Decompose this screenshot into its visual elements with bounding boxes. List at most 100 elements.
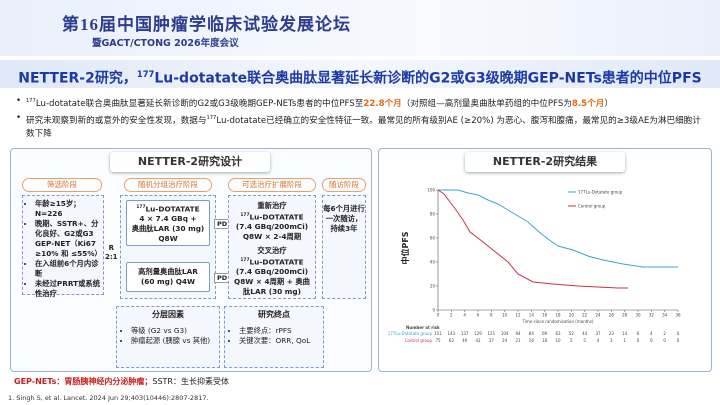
risk-count: 37 — [595, 331, 601, 336]
arm2: 高剂量奥曲肽LAR (60 mg) Q4W — [126, 262, 210, 292]
item: 主要终点：rPFS — [239, 326, 319, 336]
risk-count: 0 — [650, 338, 653, 343]
extension-area — [228, 195, 316, 299]
x-tick-label: 34 — [662, 313, 668, 318]
risk-count: 137 — [461, 331, 469, 336]
line: 奥曲肽LAR (30 mg) — [131, 224, 205, 234]
arm1: 177Lu-DOTATATE 4 × 7.4 GBq + 奥曲肽LAR (30 mg… — [126, 200, 210, 246]
x-tick-label: 20 — [569, 313, 575, 318]
x-tick-label: 6 — [477, 313, 480, 318]
highlight: 22.8个月 — [363, 98, 402, 109]
legend-label: Control group — [578, 203, 606, 208]
risk-count: 4 — [650, 331, 653, 336]
item: 在入组前6个月内诊断 — [35, 259, 101, 279]
y-axis-label: 中位PFS — [400, 231, 410, 264]
text: 研究未观察到新的或意外的安全性发现，数据与 — [26, 115, 207, 126]
risk-group: Control group — [405, 338, 433, 343]
item: 晚期、SSTR+、分化良好、G2或G3 GEP-NET（Ki67 ≥10% 和 … — [35, 219, 102, 259]
x-tick-label: 30 — [635, 313, 641, 318]
risk-count: 52 — [569, 331, 575, 336]
line: (7.4 GBq/200mCi) — [235, 267, 309, 277]
conference-title: 第16届中国肿瘤学临床试验发展论坛 — [62, 15, 351, 34]
y-tick-label: 0 — [432, 307, 435, 312]
abbreviations: GEP-NETs：胃肠胰神经内分泌肿瘤；SSTR：生长抑素受体 — [14, 376, 229, 387]
highlight: 8.5个月 — [571, 98, 605, 109]
followup-box: 每6个月进行 一次随访， 持续3年 — [322, 195, 366, 299]
line: 177Lu-DOTATATE — [232, 211, 312, 222]
risk-count: 143 — [448, 331, 456, 336]
line: (7.4 GBq/200mCi) — [235, 222, 309, 232]
eligibility-box: 年龄≥15岁；N=226晚期、SSTR+、分化良好、G2或G3 GEP-NET（… — [22, 195, 104, 298]
abbr: SSTR：生长抑素受体 — [152, 377, 229, 386]
risk-count: 6 — [637, 331, 640, 336]
line: 177Lu-DOTATATE — [127, 203, 209, 214]
risk-count: 0 — [677, 331, 680, 336]
x-tick-label: 12 — [515, 313, 521, 318]
bullet: 研究未观察到新的或意外的安全性发现，数据与177Lu-dotatate已经确立的… — [16, 112, 706, 141]
crossover: 交叉治疗 177Lu-DOTATATE (7.4 GBq/200mCi) Q8W × … — [232, 246, 312, 298]
item: 关键次要：ORR, QoL — [239, 336, 319, 346]
header-band — [0, 0, 720, 56]
risk-count: 21 — [515, 338, 521, 343]
risk-count: 16 — [529, 338, 535, 343]
risk-count: 2 — [663, 331, 666, 336]
risk-count: 151 — [434, 331, 442, 336]
line: 高剂量奥曲肽LAR — [138, 267, 198, 276]
risk-count: 18 — [542, 338, 548, 343]
risk-count: 75 — [435, 338, 441, 343]
line: 4 × 7.4 GBq + — [139, 214, 197, 224]
item: 未经过PRRT或系统性治疗 — [35, 279, 101, 299]
risk-count: 23 — [609, 331, 615, 336]
y-tick-label: 100 — [427, 187, 435, 192]
x-tick-label: 36 — [675, 313, 681, 318]
risk-count: 0 — [677, 338, 680, 343]
x-tick-label: 16 — [542, 313, 548, 318]
strat-box: 分层因素等级 (G2 vs G3)肿瘤起源 (胰腺 vs 其他) — [116, 306, 220, 368]
line: Q8W × 2-4周期 — [242, 232, 302, 242]
risk-count: 1 — [623, 338, 626, 343]
item: 等级 (G2 vs G3) — [131, 326, 215, 336]
abbr-bold: GEP-NETs：胃肠胰神经内分泌肿瘤； — [14, 377, 153, 386]
risk-count: 94 — [515, 331, 521, 336]
results-panel — [378, 148, 712, 372]
reference: 1. Singh S, et al. Lancet. 2024 Jun 29;4… — [8, 394, 209, 402]
panel-title: NETTER-2研究结果 — [465, 152, 625, 172]
risk-count: 84 — [529, 331, 535, 336]
risk-count: 62 — [449, 338, 455, 343]
risk-count: 63 — [555, 331, 561, 336]
legend-label: 177Lu-Dotatate group — [578, 189, 623, 194]
risk-count: 24 — [502, 338, 508, 343]
x-tick-label: 26 — [609, 313, 615, 318]
sup: 177 — [240, 213, 250, 218]
risk-count: 69 — [542, 331, 548, 336]
sup: 177 — [136, 205, 146, 210]
phase: 随访阶段 — [322, 178, 366, 192]
y-tick-label: 40 — [430, 259, 436, 264]
randomization: R 2:1 — [105, 244, 118, 262]
title-text: NETTER-2研究， — [18, 70, 137, 87]
risk-count: 104 — [501, 331, 509, 336]
text: Lu-DOTATATE — [249, 212, 304, 222]
risk-count: 0 — [637, 338, 640, 343]
text: ） — [604, 98, 613, 109]
x-tick-label: 10 — [502, 313, 508, 318]
risk-count: 4 — [597, 338, 600, 343]
endpoint-box: 研究终点主要终点：rPFS关键次要：ORR, QoL — [224, 306, 324, 368]
box-title: 研究终点 — [258, 310, 290, 319]
x-tick-label: 32 — [649, 313, 655, 318]
slide-title: NETTER-2研究，177Lu-dotatate联合奥曲肽显著延长新诊断的G2… — [0, 60, 720, 88]
risk-group: 177Lu-Dotatate group — [388, 331, 433, 336]
risk-count: 10 — [555, 338, 561, 343]
title-sup: 177 — [136, 69, 155, 79]
r: R — [108, 244, 114, 252]
line: (60 mg) Q4W — [140, 277, 196, 286]
line: 肽LAR (30 mg) — [243, 287, 301, 297]
line: 交叉治疗 — [257, 246, 287, 255]
line: 177Lu-DOTATATE — [232, 256, 312, 267]
text: Lu-dotatate已经确立的安全性特征一致。最常见的所有级别AE (≥20%… — [26, 115, 701, 139]
risk-count: 42 — [475, 338, 481, 343]
x-tick-label: 8 — [490, 313, 493, 318]
ratio: 2:1 — [105, 253, 118, 261]
